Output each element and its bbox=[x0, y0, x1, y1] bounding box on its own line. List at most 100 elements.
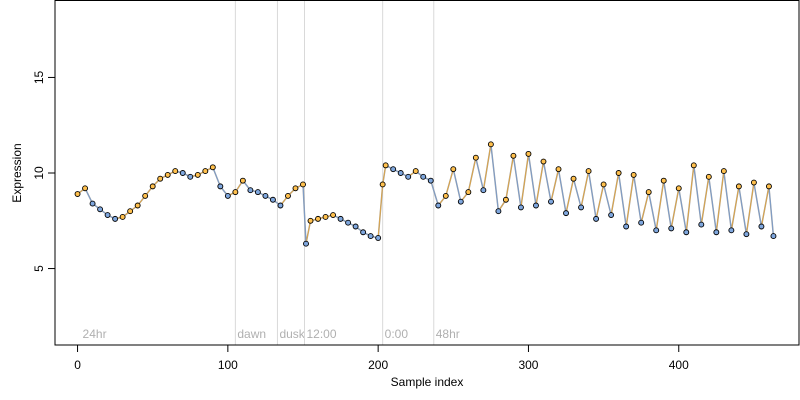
data-point-0-0 bbox=[74, 191, 81, 197]
segment-0-52 bbox=[445, 169, 454, 197]
segment-0-90 bbox=[730, 186, 740, 231]
data-point-0-56 bbox=[480, 187, 487, 194]
segment-0-60 bbox=[505, 155, 514, 200]
phase-label-2: dusk bbox=[279, 327, 305, 341]
data-point-0-59 bbox=[502, 196, 509, 203]
data-point-0-44 bbox=[390, 166, 397, 173]
segment-0-53 bbox=[452, 169, 462, 202]
data-point-0-72 bbox=[600, 181, 607, 188]
data-point-0-22 bbox=[239, 177, 246, 184]
data-point-0-54 bbox=[465, 189, 472, 196]
data-point-0-92 bbox=[750, 179, 757, 186]
data-point-0-35 bbox=[330, 212, 337, 218]
data-point-0-87 bbox=[713, 229, 720, 236]
segment-0-57 bbox=[482, 144, 492, 191]
data-point-0-24 bbox=[254, 189, 261, 196]
segment-0-94 bbox=[760, 186, 770, 227]
data-point-0-37 bbox=[345, 219, 352, 226]
data-point-0-84 bbox=[690, 162, 697, 169]
data-point-0-38 bbox=[352, 223, 359, 230]
segment-0-88 bbox=[715, 171, 725, 233]
y-axis-title: Expression bbox=[10, 143, 24, 202]
data-point-0-73 bbox=[608, 212, 615, 218]
segment-0-73 bbox=[603, 184, 612, 216]
data-point-0-20 bbox=[224, 192, 231, 199]
data-point-0-21 bbox=[232, 189, 239, 196]
data-point-0-2 bbox=[89, 200, 96, 207]
data-point-0-33 bbox=[315, 215, 321, 222]
data-point-0-16 bbox=[194, 171, 201, 178]
data-point-0-25 bbox=[262, 192, 269, 199]
segment-0-66 bbox=[550, 169, 560, 202]
data-point-0-32 bbox=[307, 217, 314, 224]
segment-0-79 bbox=[648, 192, 657, 231]
segment-0-91 bbox=[738, 186, 747, 235]
segment-0-71 bbox=[588, 171, 597, 219]
data-point-0-65 bbox=[548, 198, 554, 205]
data-point-0-27 bbox=[277, 202, 284, 209]
segment-0-43 bbox=[382, 165, 387, 185]
x-axis-title: Sample index bbox=[391, 375, 464, 389]
data-point-0-95 bbox=[770, 233, 777, 240]
data-point-0-1 bbox=[82, 185, 89, 192]
data-point-0-28 bbox=[285, 192, 291, 199]
data-point-0-49 bbox=[427, 177, 434, 184]
data-point-0-93 bbox=[758, 223, 765, 230]
x-tick-label-4: 400 bbox=[669, 358, 689, 372]
phase-label-1: dawn bbox=[237, 327, 266, 341]
data-point-0-46 bbox=[405, 173, 412, 180]
segment-0-77 bbox=[633, 174, 642, 223]
data-point-0-85 bbox=[698, 221, 705, 228]
data-point-0-64 bbox=[540, 158, 547, 165]
data-point-0-10 bbox=[149, 183, 156, 190]
phase-label-5: 48hr bbox=[436, 327, 460, 341]
data-point-0-69 bbox=[578, 204, 585, 211]
segment-0-68 bbox=[565, 178, 575, 214]
data-point-0-80 bbox=[660, 177, 667, 184]
data-point-0-42 bbox=[379, 181, 386, 188]
phase-label-0: 24hr bbox=[83, 327, 107, 341]
data-point-0-82 bbox=[675, 185, 682, 192]
data-point-0-30 bbox=[300, 181, 306, 188]
segment-0-85 bbox=[693, 165, 702, 225]
data-point-0-61 bbox=[517, 204, 524, 211]
data-point-0-4 bbox=[104, 212, 111, 218]
data-point-0-34 bbox=[322, 214, 329, 220]
data-point-0-26 bbox=[269, 196, 276, 203]
x-axis: 0 100 200 300 400 bbox=[74, 344, 689, 372]
segment-0-89 bbox=[723, 171, 732, 231]
data-point-0-70 bbox=[585, 168, 592, 175]
segment-0-87 bbox=[708, 176, 717, 233]
data-point-0-9 bbox=[142, 192, 149, 199]
segment-0-76 bbox=[625, 174, 635, 227]
data-point-layer bbox=[74, 141, 777, 247]
segment-0-93 bbox=[753, 182, 762, 227]
segment-0-83 bbox=[678, 188, 687, 233]
y-tick-label-1: 10 bbox=[32, 166, 46, 180]
data-point-0-74 bbox=[615, 170, 622, 176]
data-point-0-67 bbox=[563, 210, 569, 217]
segment-0-42 bbox=[377, 184, 384, 239]
phase-marker-layer: 24hr dawn dusk 12:00 0:00 48hr bbox=[83, 1, 460, 345]
data-point-0-88 bbox=[720, 168, 727, 175]
data-point-0-13 bbox=[172, 168, 179, 175]
data-point-0-79 bbox=[653, 227, 660, 234]
data-point-0-19 bbox=[217, 183, 224, 190]
data-point-0-89 bbox=[728, 227, 735, 234]
data-point-0-94 bbox=[765, 183, 772, 190]
data-point-0-77 bbox=[638, 219, 645, 226]
data-point-0-8 bbox=[134, 202, 141, 209]
data-point-0-51 bbox=[442, 192, 449, 199]
data-point-0-81 bbox=[668, 225, 675, 232]
data-point-0-29 bbox=[292, 185, 299, 192]
segment-0-82 bbox=[670, 188, 680, 229]
data-point-0-68 bbox=[570, 175, 577, 182]
data-point-0-52 bbox=[450, 166, 457, 173]
data-point-0-50 bbox=[435, 202, 442, 209]
data-point-0-60 bbox=[510, 152, 517, 159]
data-point-0-43 bbox=[382, 162, 389, 169]
segment-0-74 bbox=[610, 172, 620, 216]
segment-0-31 bbox=[302, 184, 307, 244]
segment-0-32 bbox=[305, 220, 312, 244]
